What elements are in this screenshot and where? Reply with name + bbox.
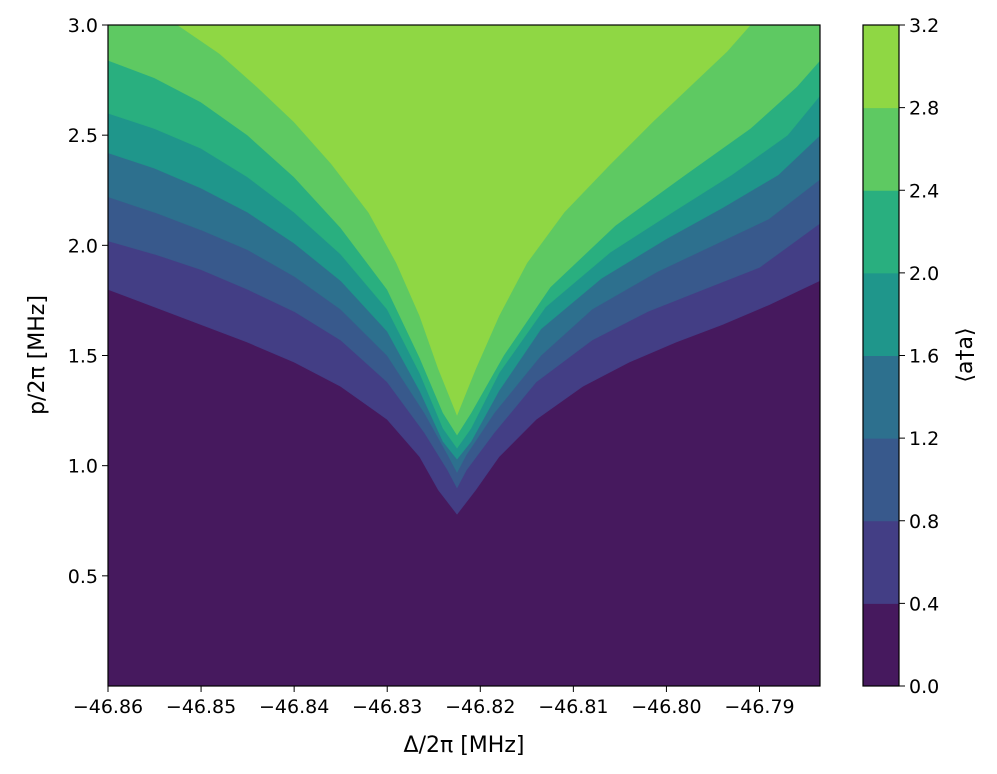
colorbar-swatch: [863, 25, 899, 109]
colorbar-tick-label: 2.8: [909, 98, 939, 120]
colorbar-tick-label: 1.6: [909, 346, 939, 368]
plot-area: [108, 25, 820, 686]
y-tick-label: 3.0: [68, 15, 98, 37]
colorbar-swatch: [863, 272, 899, 356]
y-tick-label: 1.5: [68, 346, 98, 368]
colorbar: 0.0 0.4 0.8 1.2 1.6 2.0 2.4 2.8 3.2: [862, 15, 939, 698]
x-axis: −46.86 −46.85 −46.84 −46.83 −46.82 −46.81 −46.…: [73, 686, 795, 718]
y-tick-label: 2.0: [68, 235, 98, 257]
colorbar-swatch: [863, 438, 899, 522]
x-tick-label: −46.85: [166, 696, 236, 718]
colorbar-tick-label: 2.0: [909, 263, 939, 285]
colorbar-tick-label: 0.4: [909, 593, 939, 615]
y-axis: 0.5 1.0 1.5 2.0 2.5 3.0: [68, 15, 108, 588]
colorbar-swatch: [863, 190, 899, 274]
y-tick-label: 0.5: [68, 566, 98, 588]
x-tick-label: −46.81: [538, 696, 608, 718]
x-tick-label: −46.86: [73, 696, 143, 718]
x-tick-label: −46.80: [631, 696, 701, 718]
y-tick-label: 1.0: [68, 456, 98, 478]
contour-band-7: [108, 25, 820, 416]
colorbar-swatch: [863, 520, 899, 604]
x-tick-label: −46.82: [445, 696, 515, 718]
colorbar-swatch: [863, 355, 899, 439]
y-axis-label: p/2π [MHz]: [25, 295, 50, 415]
colorbar-swatch: [863, 603, 899, 687]
colorbar-swatch: [863, 107, 899, 191]
x-tick-label: −46.79: [724, 696, 794, 718]
colorbar-tick-label: 1.2: [909, 428, 939, 450]
colorbar-tick-label: 0.8: [909, 511, 939, 533]
colorbar-tick-label: 2.4: [909, 180, 939, 202]
x-axis-label: Δ/2π [MHz]: [404, 733, 525, 758]
x-tick-label: −46.83: [352, 696, 422, 718]
colorbar-label: ⟨a†a⟩: [953, 327, 978, 382]
colorbar-tick-label: 3.2: [909, 15, 939, 37]
y-tick-label: 2.5: [68, 125, 98, 147]
colorbar-tick-label: 0.0: [909, 676, 939, 698]
x-tick-label: −46.84: [259, 696, 329, 718]
